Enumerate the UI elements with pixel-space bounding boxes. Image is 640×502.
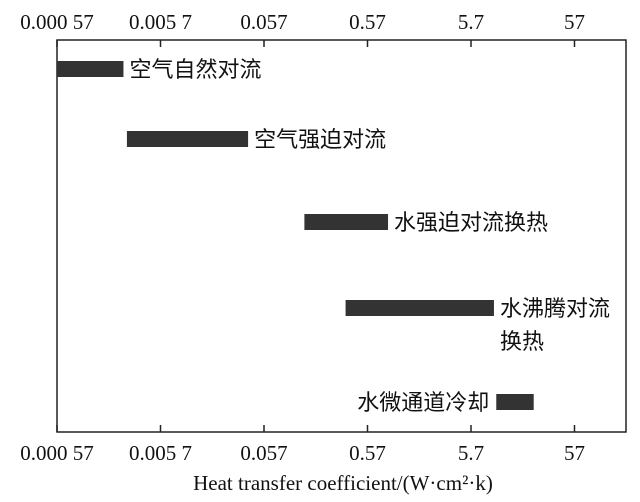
top-tick-label: 0.005 7 xyxy=(129,10,192,34)
bar-label-line: 空气自然对流 xyxy=(129,58,261,83)
top-tick-label: 5.7 xyxy=(458,10,484,34)
range-bar xyxy=(57,61,124,77)
plot-frame xyxy=(56,39,627,433)
bottom-axis-ticks: 0.000 57 0.005 7 0.057 0.57 5.7 57 xyxy=(20,425,585,465)
bar-label-line: 换热 xyxy=(500,330,544,355)
bar-label-line: 空气强迫对流 xyxy=(254,128,386,153)
bar-label-line: 水沸腾对流 xyxy=(500,297,610,322)
range-bar xyxy=(126,131,249,147)
bar-label: 水强迫对流换热 xyxy=(394,211,548,236)
bar-label: 空气强迫对流 xyxy=(254,128,386,153)
bar-label: 水微通道冷却 xyxy=(357,391,489,416)
top-axis-ticks: 0.000 57 0.005 7 0.057 0.57 5.7 57 xyxy=(20,10,585,47)
bar-label: 水沸腾对流换热 xyxy=(500,297,610,355)
bar-label: 空气自然对流 xyxy=(129,58,261,83)
bar-label-line: 水强迫对流换热 xyxy=(394,211,548,236)
bottom-tick-label: 5.7 xyxy=(458,441,484,465)
bottom-tick-label: 0.057 xyxy=(240,441,287,465)
bottom-tick-label: 0.005 7 xyxy=(129,441,192,465)
bar-label-line: 水微通道冷却 xyxy=(357,391,489,416)
x-axis-title: Heat transfer coefficient/(W·cm²·k) xyxy=(193,471,493,495)
top-tick-label: 0.57 xyxy=(349,10,386,34)
top-tick-label: 0.057 xyxy=(240,10,287,34)
top-tick-label: 0.000 57 xyxy=(20,10,94,34)
bottom-tick-label: 57 xyxy=(564,441,585,465)
range-bar xyxy=(304,214,389,230)
bottom-tick-label: 0.57 xyxy=(349,441,386,465)
range-bar xyxy=(496,394,534,410)
bottom-tick-label: 0.000 57 xyxy=(20,441,94,465)
top-tick-label: 57 xyxy=(564,10,585,34)
range-bar xyxy=(345,300,494,316)
